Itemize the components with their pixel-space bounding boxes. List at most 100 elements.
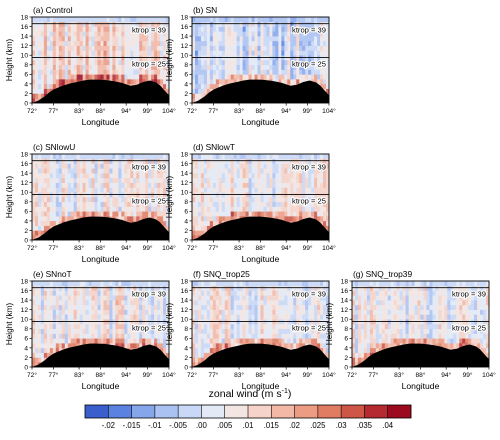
wind-cell xyxy=(255,154,258,159)
wind-cell xyxy=(263,65,266,70)
wind-cell xyxy=(127,291,130,296)
wind-cell xyxy=(65,281,68,286)
wind-cell xyxy=(56,343,59,348)
wind-cell xyxy=(35,291,38,296)
wind-cell xyxy=(237,46,240,51)
wind-cell xyxy=(287,27,290,32)
wind-cell xyxy=(222,310,225,315)
wind-cell xyxy=(243,310,246,315)
wind-cell xyxy=(38,50,41,55)
wind-cell xyxy=(249,17,252,22)
wind-cell xyxy=(299,74,302,79)
x-tick-label: 99° xyxy=(143,244,153,252)
wind-cell xyxy=(124,178,127,183)
wind-cell xyxy=(50,324,53,329)
wind-cell xyxy=(284,159,287,164)
wind-cell xyxy=(32,211,35,216)
wind-cell xyxy=(314,178,317,183)
wind-cell xyxy=(101,202,104,207)
wind-cell xyxy=(65,295,68,300)
wind-cell xyxy=(195,230,198,235)
wind-cell xyxy=(281,173,284,178)
wind-cell xyxy=(198,314,201,319)
wind-cell xyxy=(272,291,275,296)
wind-cell xyxy=(59,22,62,27)
wind-cell xyxy=(261,27,264,32)
wind-cell xyxy=(293,79,296,84)
wind-cell xyxy=(106,164,109,169)
wind-cell xyxy=(103,314,106,319)
wind-cell xyxy=(127,27,130,32)
wind-cell xyxy=(210,291,213,296)
wind-cell xyxy=(124,70,127,75)
wind-cell xyxy=(207,159,210,164)
wind-cell xyxy=(101,324,104,329)
wind-cell xyxy=(59,197,62,202)
wind-cell xyxy=(35,164,38,169)
wind-cell xyxy=(62,60,65,65)
wind-cell xyxy=(133,17,136,22)
wind-cell xyxy=(275,211,278,216)
x-tick-label: 88° xyxy=(256,244,266,252)
wind-cell xyxy=(237,197,240,202)
wind-cell xyxy=(50,154,53,159)
wind-cell xyxy=(89,295,92,300)
wind-cell xyxy=(92,207,95,212)
wind-cell xyxy=(222,168,225,173)
wind-cell xyxy=(95,31,98,36)
wind-cell xyxy=(240,211,243,216)
y-tick-label: 8 xyxy=(184,199,188,206)
wind-cell xyxy=(266,70,269,75)
wind-cell xyxy=(103,31,106,36)
wind-cell xyxy=(216,211,219,216)
wind-cell xyxy=(246,74,249,79)
wind-cell xyxy=(103,36,106,41)
wind-cell xyxy=(249,168,252,173)
wind-cell xyxy=(154,50,157,55)
wind-cell xyxy=(47,329,50,334)
wind-cell xyxy=(121,183,124,188)
wind-cell xyxy=(92,159,95,164)
wind-cell xyxy=(68,168,71,173)
wind-cell xyxy=(71,17,74,22)
wind-cell xyxy=(148,183,151,188)
wind-cell xyxy=(44,281,47,286)
wind-cell xyxy=(219,300,222,305)
wind-cell xyxy=(71,197,74,202)
wind-cell xyxy=(77,305,80,310)
wind-cell xyxy=(74,202,77,207)
wind-cell xyxy=(44,46,47,51)
wind-cell xyxy=(38,310,41,315)
wind-cell xyxy=(317,74,320,79)
wind-cell xyxy=(219,310,222,315)
wind-cell xyxy=(38,84,41,89)
y-tick-label: 10 xyxy=(21,190,29,197)
wind-cell xyxy=(234,183,237,188)
wind-cell xyxy=(278,70,281,75)
wind-cell xyxy=(320,216,323,221)
wind-cell xyxy=(228,338,231,343)
wind-cell xyxy=(59,60,62,65)
wind-cell xyxy=(127,159,130,164)
wind-cell xyxy=(35,216,38,221)
wind-cell xyxy=(249,187,252,192)
wind-cell xyxy=(290,305,293,310)
wind-cell xyxy=(204,84,207,89)
wind-cell xyxy=(201,65,204,70)
wind-cell xyxy=(92,281,95,286)
wind-cell xyxy=(201,173,204,178)
x-tick-label: 94° xyxy=(281,107,291,115)
wind-cell xyxy=(231,74,234,79)
wind-cell xyxy=(216,314,219,319)
wind-cell xyxy=(234,329,237,334)
wind-cell xyxy=(32,17,35,22)
wind-cell xyxy=(98,197,101,202)
wind-cell xyxy=(154,310,157,315)
wind-cell xyxy=(89,329,92,334)
wind-cell xyxy=(272,281,275,286)
wind-cell xyxy=(92,50,95,55)
wind-cell xyxy=(234,164,237,169)
wind-cell xyxy=(308,183,311,188)
wind-cell xyxy=(86,22,89,27)
